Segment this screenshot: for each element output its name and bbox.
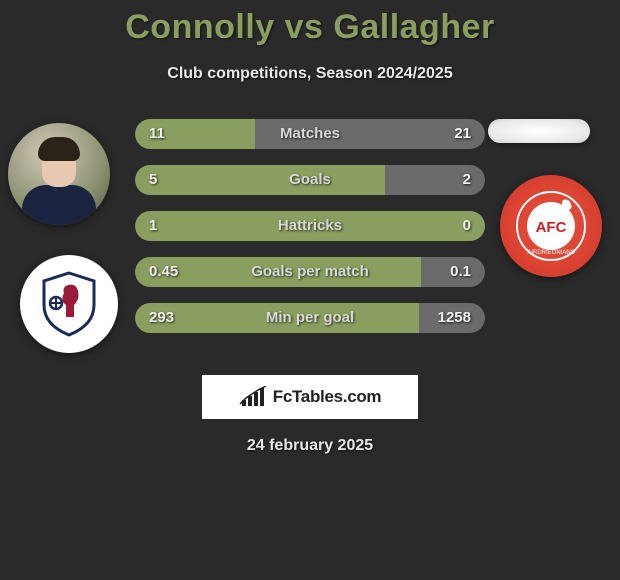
watermark-text: FcTables.com [273, 387, 382, 407]
stat-row: 10Hattricks [135, 211, 485, 241]
stat-label: Hattricks [135, 211, 485, 241]
date-text: 24 february 2025 [0, 437, 620, 455]
player-left-avatar [8, 123, 110, 225]
stat-row: 52Goals [135, 165, 485, 195]
stat-bars: 1121Matches 52Goals 10Hattricks 0.450.1Goal… [135, 119, 485, 349]
stat-label: Matches [135, 119, 485, 149]
stat-label: Goals [135, 165, 485, 195]
stat-row: 2931258Min per goal [135, 303, 485, 333]
comparison-area: AFC AIRDRIEONIANS 1121Matches52Goals10Ha… [0, 123, 620, 373]
stat-row: 0.450.1Goals per match [135, 257, 485, 287]
svg-text:AFC: AFC [536, 219, 567, 236]
svg-text:AIRDRIEONIANS: AIRDRIEONIANS [527, 250, 574, 256]
club-crest-left [20, 255, 118, 353]
chart-icon [239, 386, 267, 408]
infographic-root: Connolly vs Gallagher Club competitions,… [0, 0, 620, 455]
stat-row: 1121Matches [135, 119, 485, 149]
club-crest-right: AFC AIRDRIEONIANS [500, 175, 602, 277]
title: Connolly vs Gallagher [0, 8, 620, 47]
stat-label: Goals per match [135, 257, 485, 287]
stat-label: Min per goal [135, 303, 485, 333]
shield-icon [34, 269, 104, 339]
afc-badge-icon: AFC AIRDRIEONIANS [515, 190, 587, 262]
subtitle: Club competitions, Season 2024/2025 [0, 65, 620, 83]
player-right-avatar [488, 119, 590, 143]
watermark: FcTables.com [202, 375, 418, 419]
